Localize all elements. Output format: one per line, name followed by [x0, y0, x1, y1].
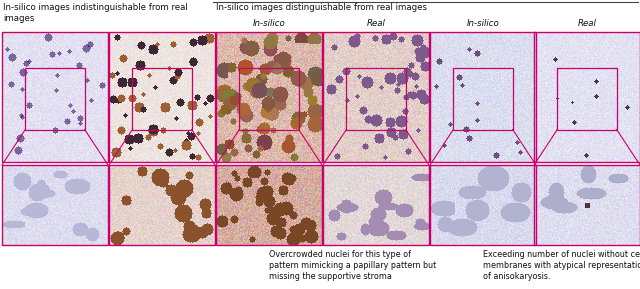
Bar: [323, 165, 429, 245]
Bar: [534, 32, 640, 162]
Bar: [2, 165, 108, 245]
Bar: [557, 68, 617, 129]
Bar: [216, 32, 322, 162]
Text: In-silico: In-silico: [467, 19, 499, 28]
Bar: [216, 165, 322, 245]
Bar: [109, 165, 215, 245]
Bar: [430, 165, 536, 245]
Text: Real: Real: [577, 19, 596, 28]
Text: Overcrowded nuclei for this type of
pattern mimicking a papillary pattern but
mi: Overcrowded nuclei for this type of patt…: [269, 250, 436, 281]
Bar: [346, 68, 406, 129]
Bar: [430, 32, 536, 162]
Text: In-silico: In-silico: [253, 19, 285, 28]
Bar: [26, 68, 84, 129]
Text: Real: Real: [367, 19, 385, 28]
Bar: [239, 68, 299, 129]
Bar: [534, 165, 640, 245]
Text: Exceeding number of nuclei without cell
membranes with atypical representation
o: Exceeding number of nuclei without cell …: [483, 250, 640, 281]
Bar: [453, 68, 513, 129]
Bar: [323, 32, 429, 162]
Bar: [132, 68, 192, 129]
Text: In-silico images distinguishable from real images: In-silico images distinguishable from re…: [216, 3, 427, 12]
Text: In-silico images indistinguishable from real
images: In-silico images indistinguishable from …: [3, 3, 188, 23]
Bar: [2, 32, 108, 162]
Bar: [109, 32, 215, 162]
